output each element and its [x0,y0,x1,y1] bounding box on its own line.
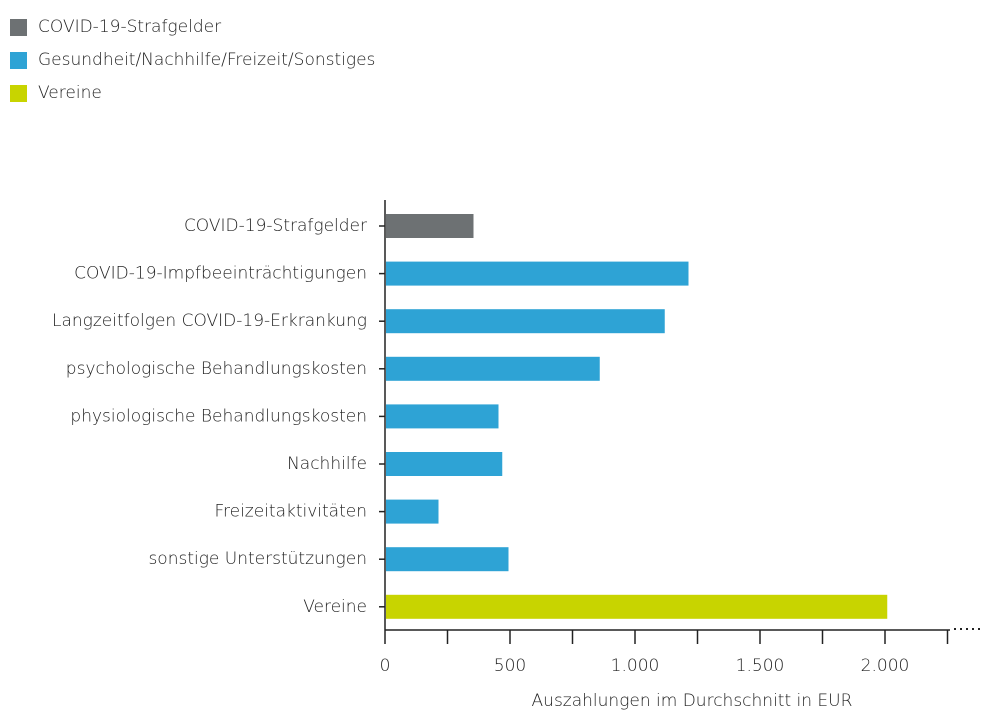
legend-label: Gesundheit/Nachhilfe/Freizeit/Sonstiges [38,50,375,70]
legend-swatch [10,52,27,69]
x-tick-label: 2.000 [861,656,910,676]
bar [386,594,888,619]
x-tick-label: 500 [494,656,526,676]
legend-swatch [10,19,27,36]
legend-label: Vereine [38,83,102,103]
bar [386,309,665,334]
x-axis-label: Auszahlungen im Durchschnitt in EUR [532,691,853,711]
y-tick-label: psychologische Behandlungskosten [66,359,367,379]
bar [386,356,600,381]
bar [386,547,509,572]
bar [386,404,499,429]
x-tick-label: 0 [380,656,391,676]
x-tick-label: 1.000 [611,656,660,676]
y-tick-label: COVID-19-Strafgelder [184,216,367,236]
y-tick-label: Langzeitfolgen COVID-19-Erkrankung [52,311,367,331]
y-tick-label: Vereine [303,597,367,617]
y-tick-label: Nachhilfe [287,454,367,474]
y-tick-label: Freizeitaktivitäten [214,502,367,522]
bar [386,452,503,476]
y-tick-label: COVID-19-Impfbeeinträchtigungen [74,264,367,284]
bar [386,261,689,286]
bar [386,499,439,524]
legend-swatch [10,85,27,102]
x-tick-label: 1.500 [736,656,785,676]
legend-label: COVID-19-Strafgelder [38,17,221,37]
bar [386,214,474,238]
y-tick-label: sonstige Unterstützungen [148,549,367,569]
y-tick-label: physiologische Behandlungskosten [70,406,367,426]
